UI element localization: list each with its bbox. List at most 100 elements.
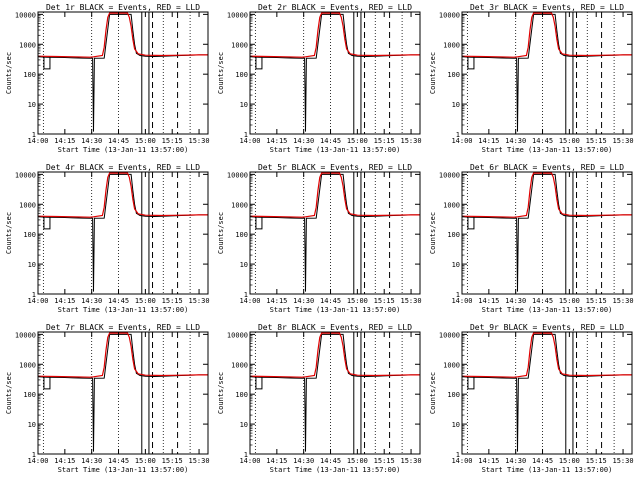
panel-title: Det 2r BLACK = Events, RED = LLD xyxy=(258,3,412,12)
x-tick-label: 14:15 xyxy=(266,137,287,145)
x-tick-label: 15:30 xyxy=(613,297,634,305)
y-tick-label: 10 xyxy=(28,101,36,109)
x-tick-label: 14:00 xyxy=(27,457,48,465)
y-tick-label: 10 xyxy=(240,101,248,109)
y-tick-label: 10000 xyxy=(439,11,460,19)
chart-panel-1: Det 1r BLACK = Events, RED = LLD 1 10 100 10… xyxy=(5,3,210,154)
panel-title: Det 5r BLACK = Events, RED = LLD xyxy=(258,163,412,172)
y-axis-label: Counts/sec xyxy=(217,52,225,94)
series-line-lld xyxy=(461,172,632,218)
series-line-lld xyxy=(37,12,208,58)
y-tick-label: 10 xyxy=(452,261,460,269)
x-tick-label: 15:00 xyxy=(135,297,156,305)
panel-title: Det 3r BLACK = Events, RED = LLD xyxy=(470,3,624,12)
x-tick-label: 15:15 xyxy=(162,297,183,305)
dip-marker xyxy=(255,57,263,70)
series-line-lld xyxy=(249,332,420,378)
panel-title: Det 4r BLACK = Events, RED = LLD xyxy=(46,163,200,172)
y-tick-label: 1000 xyxy=(19,41,36,49)
dip-marker xyxy=(255,377,263,390)
panel-title: Det 8r BLACK = Events, RED = LLD xyxy=(258,323,412,332)
x-tick-label: 14:15 xyxy=(478,137,499,145)
y-tick-label: 10000 xyxy=(227,331,248,339)
x-tick-label: 15:15 xyxy=(162,137,183,145)
y-tick-label: 1 xyxy=(244,291,248,299)
y-tick-label: 100 xyxy=(23,231,36,239)
x-axis-label: Start Time (13-Jan-11 13:57:00) xyxy=(270,306,401,314)
series-line-lld xyxy=(249,12,420,58)
x-tick-label: 15:30 xyxy=(189,297,210,305)
series-line-lld xyxy=(249,172,420,218)
x-tick-label: 15:30 xyxy=(613,457,634,465)
x-tick-label: 14:00 xyxy=(27,137,48,145)
x-tick-label: 14:30 xyxy=(81,297,102,305)
plot-frame xyxy=(461,171,633,295)
y-tick-label: 1000 xyxy=(231,361,248,369)
y-axis-label: Counts/sec xyxy=(217,372,225,414)
chart-panel-2: Det 2r BLACK = Events, RED = LLD 1 10 100 10… xyxy=(217,3,422,154)
x-tick-label: 14:15 xyxy=(54,297,75,305)
x-tick-label: 15:00 xyxy=(135,457,156,465)
y-tick-label: 10000 xyxy=(227,11,248,19)
y-tick-label: 100 xyxy=(447,231,460,239)
y-tick-label: 10 xyxy=(28,421,36,429)
x-axis-label: Start Time (13-Jan-11 13:57:00) xyxy=(482,306,613,314)
x-tick-label: 14:30 xyxy=(81,137,102,145)
y-tick-label: 1000 xyxy=(19,361,36,369)
plot-frame xyxy=(37,331,209,455)
x-tick-label: 15:00 xyxy=(347,137,368,145)
plot-frame xyxy=(461,11,633,135)
x-axis-label: Start Time (13-Jan-11 13:57:00) xyxy=(58,466,189,474)
x-tick-label: 14:00 xyxy=(27,297,48,305)
plot-frame xyxy=(249,11,421,135)
x-tick-label: 15:15 xyxy=(586,457,607,465)
y-axis-label: Counts/sec xyxy=(217,212,225,254)
plot-frame xyxy=(37,11,209,135)
chart-panel-5: Det 5r BLACK = Events, RED = LLD 1 10 100 10… xyxy=(217,163,422,314)
y-tick-label: 10000 xyxy=(15,11,36,19)
x-tick-label: 15:15 xyxy=(374,297,395,305)
y-tick-label: 1000 xyxy=(443,361,460,369)
y-tick-label: 1000 xyxy=(231,201,248,209)
x-tick-label: 14:15 xyxy=(478,457,499,465)
y-tick-label: 10000 xyxy=(15,331,36,339)
chart-panel-7: Det 7r BLACK = Events, RED = LLD 1 10 100 10… xyxy=(5,323,210,474)
dip-marker xyxy=(467,377,475,390)
y-tick-label: 100 xyxy=(235,71,248,79)
x-tick-label: 14:30 xyxy=(293,297,314,305)
x-tick-label: 15:15 xyxy=(586,137,607,145)
x-tick-label: 14:45 xyxy=(108,297,129,305)
x-axis-label: Start Time (13-Jan-11 13:57:00) xyxy=(270,466,401,474)
x-tick-label: 14:45 xyxy=(320,297,341,305)
y-tick-label: 1000 xyxy=(443,41,460,49)
y-tick-label: 1000 xyxy=(231,41,248,49)
y-tick-label: 1000 xyxy=(443,201,460,209)
series-line-events xyxy=(37,173,208,292)
plot-frame xyxy=(37,171,209,295)
y-tick-label: 10000 xyxy=(227,171,248,179)
x-tick-label: 15:00 xyxy=(347,457,368,465)
x-tick-label: 14:00 xyxy=(451,297,472,305)
x-tick-label: 15:15 xyxy=(374,457,395,465)
y-tick-label: 100 xyxy=(235,391,248,399)
x-tick-label: 14:45 xyxy=(108,457,129,465)
x-tick-label: 14:45 xyxy=(108,137,129,145)
chart-panel-8: Det 8r BLACK = Events, RED = LLD 1 10 100 10… xyxy=(217,323,422,474)
x-tick-label: 14:30 xyxy=(505,137,526,145)
plot-frame xyxy=(249,331,421,455)
plot-frame xyxy=(461,331,633,455)
x-axis-label: Start Time (13-Jan-11 13:57:00) xyxy=(482,146,613,154)
x-tick-label: 14:30 xyxy=(505,457,526,465)
panel-title: Det 7r BLACK = Events, RED = LLD xyxy=(46,323,200,332)
y-axis-label: Counts/sec xyxy=(429,212,437,254)
y-tick-label: 1 xyxy=(32,131,36,139)
y-tick-label: 1 xyxy=(456,291,460,299)
y-tick-label: 100 xyxy=(447,71,460,79)
x-tick-label: 14:15 xyxy=(54,137,75,145)
x-tick-label: 15:15 xyxy=(586,297,607,305)
x-tick-label: 14:30 xyxy=(293,137,314,145)
y-tick-label: 1 xyxy=(244,131,248,139)
x-tick-label: 15:30 xyxy=(189,457,210,465)
y-axis-label: Counts/sec xyxy=(5,372,13,414)
y-tick-label: 10 xyxy=(240,421,248,429)
